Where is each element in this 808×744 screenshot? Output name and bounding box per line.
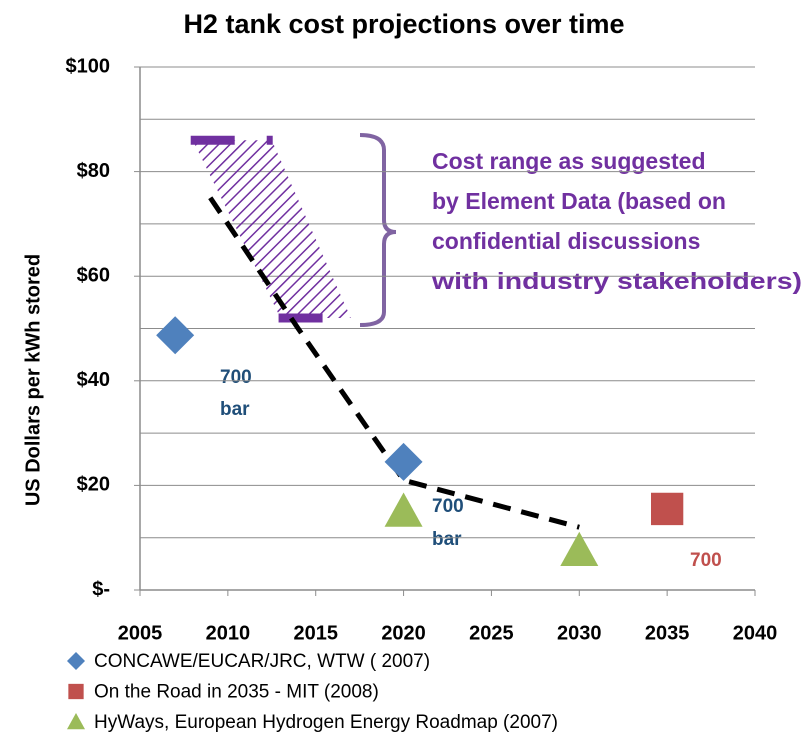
legend-label: HyWays, European Hydrogen Energy Roadmap… [94, 712, 558, 733]
y-tick-label: $60 [77, 264, 110, 286]
x-tick-label: 2040 [733, 622, 778, 644]
annotation: 700 [432, 496, 464, 517]
x-tick-label: 2025 [469, 622, 514, 644]
annotation: bar [220, 399, 250, 420]
legend-marker [67, 713, 85, 730]
y-tick-label: $80 [77, 160, 110, 182]
legend-marker [68, 683, 84, 700]
brace [359, 133, 397, 327]
legend-label: CONCAWE/EUCAR/JRC, WTW ( 2007) [94, 651, 430, 672]
marker [384, 492, 423, 527]
x-tick-label: 2015 [293, 622, 338, 644]
annotation: bar [432, 529, 462, 550]
annotation: 700 [220, 367, 252, 388]
range-annotation: confidential discussions [432, 228, 700, 254]
marker [156, 316, 195, 355]
marker [650, 492, 684, 526]
legend-label: On the Road in 2035 - MIT (2008) [94, 682, 379, 703]
trend-line [208, 196, 580, 530]
marker [384, 442, 423, 481]
chart-title: H2 tank cost projections over time [183, 9, 624, 39]
range-annotation: with industry stakeholders) [431, 268, 802, 294]
x-tick-label: 2020 [381, 622, 426, 644]
x-tick-label: 2030 [557, 622, 602, 644]
range-annotation: by Element Data (based on [432, 188, 726, 214]
y-axis-label: US Dollars per kWh stored [22, 254, 44, 506]
x-tick-label: 2035 [645, 622, 690, 644]
y-tick-label: $- [92, 578, 110, 600]
marker [560, 531, 599, 566]
range-annotation: Cost range as suggested [432, 148, 706, 174]
x-tick-label: 2005 [118, 622, 163, 644]
cost-range [192, 140, 351, 319]
y-tick-label: $40 [77, 369, 110, 391]
x-tick-label: 2010 [206, 622, 251, 644]
y-tick-label: $20 [77, 474, 110, 496]
legend-marker [67, 652, 85, 670]
annotation: 700 [690, 550, 722, 571]
y-tick-label: $100 [66, 55, 111, 77]
